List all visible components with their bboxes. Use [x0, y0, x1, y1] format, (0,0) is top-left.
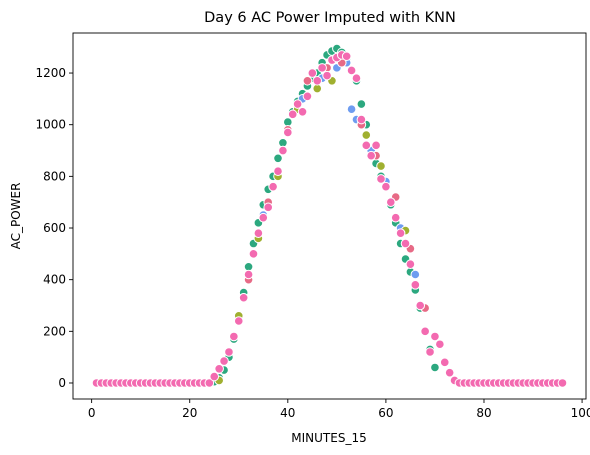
- data-point: [371, 140, 381, 151]
- data-point: [341, 51, 352, 62]
- x-tick-label: 20: [182, 406, 197, 420]
- data-point: [214, 363, 224, 374]
- x-tick-label: 100: [571, 406, 590, 420]
- y-tick-label: 200: [43, 324, 66, 338]
- x-tick-label: 40: [280, 406, 295, 420]
- data-point: [209, 371, 220, 382]
- data-point: [430, 362, 440, 373]
- data-point: [263, 202, 274, 213]
- data-point: [386, 197, 396, 207]
- data-point: [204, 378, 215, 388]
- data-point: [361, 140, 372, 151]
- data-point: [405, 259, 416, 269]
- data-point: [297, 106, 308, 117]
- data-point: [238, 292, 249, 303]
- data-point: [557, 378, 568, 388]
- data-point: [376, 161, 386, 171]
- y-tick-label: 0: [58, 376, 66, 390]
- data-point: [444, 367, 455, 378]
- data-point: [410, 269, 421, 280]
- data-point: [253, 228, 264, 238]
- data-point: [346, 104, 357, 114]
- data-point: [229, 331, 239, 342]
- data-point: [312, 75, 323, 86]
- data-point: [287, 109, 298, 120]
- data-point: [307, 68, 318, 78]
- data-point: [366, 150, 376, 161]
- data-point: [273, 166, 283, 176]
- data-point: [376, 174, 386, 184]
- data-point: [415, 300, 426, 311]
- data-point: [243, 269, 254, 280]
- data-point: [346, 65, 357, 76]
- data-point: [273, 153, 283, 164]
- data-point: [356, 99, 367, 109]
- data-point: [361, 130, 372, 140]
- y-axis: 0 200 400 600 800 1000 1200: [35, 66, 73, 390]
- data-point: [283, 127, 293, 138]
- data-point: [233, 316, 244, 326]
- data-point: [351, 73, 362, 83]
- y-tick-label: 800: [43, 169, 66, 183]
- data-point: [322, 70, 332, 81]
- data-point: [278, 145, 288, 156]
- x-axis-label: MINUTES_15: [291, 431, 366, 445]
- x-tick-label: 80: [476, 406, 491, 420]
- data-point: [224, 347, 234, 357]
- data-point: [390, 212, 401, 223]
- y-tick-label: 1200: [35, 66, 66, 80]
- data-point: [302, 75, 313, 86]
- data-point: [395, 228, 406, 238]
- y-axis-label: AC_POWER: [9, 183, 23, 250]
- x-tick-label: 60: [378, 406, 393, 420]
- data-point: [435, 339, 445, 350]
- y-tick-label: 600: [43, 221, 66, 235]
- x-tick-label: 0: [88, 406, 96, 420]
- data-point: [219, 356, 229, 366]
- x-axis: 0 20 40 60 80 100: [88, 399, 590, 420]
- data-point: [439, 357, 450, 368]
- y-tick-label: 1000: [35, 118, 66, 132]
- chart-title: Day 6 AC Power Imputed with KNN: [204, 10, 456, 26]
- data-point: [430, 331, 440, 342]
- plot-frame: [72, 32, 587, 400]
- data-point: [268, 181, 278, 192]
- data-point: [258, 212, 269, 223]
- data-point: [248, 249, 259, 259]
- data-point: [302, 91, 313, 102]
- plot-points: [91, 43, 568, 388]
- data-point: [420, 326, 430, 337]
- data-point: [400, 238, 411, 249]
- data-point: [425, 347, 435, 357]
- data-point: [356, 114, 367, 125]
- data-point: [317, 63, 327, 73]
- data-point: [381, 181, 391, 192]
- y-tick-label: 400: [43, 273, 66, 287]
- data-point: [292, 99, 303, 109]
- data-point: [410, 280, 421, 290]
